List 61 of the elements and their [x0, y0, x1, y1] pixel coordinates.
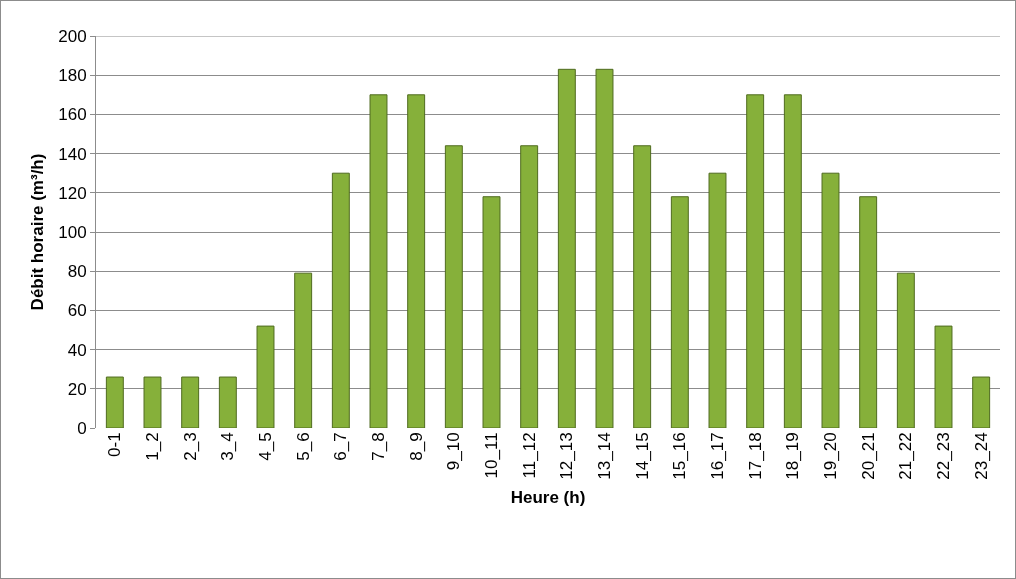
bar — [181, 376, 200, 428]
y-tick-label: 160 — [58, 105, 87, 125]
bar — [859, 196, 878, 428]
y-tick-label: 200 — [58, 26, 87, 46]
x-tick-label: 22_23 — [934, 432, 954, 480]
bar — [783, 94, 802, 428]
bar — [821, 172, 840, 428]
x-tick-label: 15_16 — [670, 432, 690, 480]
bar — [557, 68, 576, 428]
bar — [708, 172, 727, 428]
x-tick-label: 12_13 — [557, 432, 577, 480]
bar — [520, 145, 539, 428]
y-tick-label: 40 — [67, 340, 87, 360]
y-tick-label: 120 — [58, 183, 87, 203]
y-tick-label: 0 — [77, 418, 87, 438]
bar — [105, 376, 124, 428]
y-tick-label: 60 — [67, 301, 87, 321]
y-tick-label: 80 — [67, 262, 87, 282]
x-tick-label: 1_2 — [143, 432, 163, 461]
bar — [670, 196, 689, 428]
x-tick-label: 3_4 — [218, 432, 238, 461]
x-tick-label: 6_7 — [331, 432, 351, 461]
bar — [331, 172, 350, 428]
x-tick-label: 20_21 — [858, 432, 878, 480]
bar — [633, 145, 652, 428]
bar — [369, 94, 388, 428]
bar — [972, 376, 991, 428]
x-tick-label: 2_3 — [180, 432, 200, 461]
y-tick-label: 180 — [58, 66, 87, 86]
y-tick-label: 140 — [58, 144, 87, 164]
x-tick-label: 19_20 — [821, 432, 841, 480]
x-tick-label: 10_11 — [482, 432, 502, 479]
y-tick-label: 20 — [67, 379, 87, 399]
x-tick-label: 5_6 — [293, 432, 313, 461]
bar — [444, 145, 463, 428]
bar — [294, 272, 313, 428]
x-tick-label: 23_24 — [971, 432, 991, 480]
bar — [256, 325, 275, 428]
bar — [218, 376, 237, 428]
x-tick-label: 11_12 — [519, 432, 539, 479]
x-axis-title: Heure (h) — [510, 488, 586, 508]
bar — [896, 272, 915, 428]
x-tick-label: 4_5 — [256, 432, 276, 461]
x-tick-label: 14_15 — [632, 432, 652, 480]
x-tick-label: 21_22 — [896, 432, 916, 480]
x-tick-label: 18_19 — [783, 432, 803, 480]
x-tick-label: 13_14 — [595, 432, 615, 480]
x-tick-label: 9_10 — [444, 432, 464, 471]
bar — [595, 68, 614, 428]
x-tick-label: 16_17 — [708, 432, 728, 480]
y-axis-title: Débit horaire (m³/h) — [27, 153, 47, 311]
bar — [746, 94, 765, 428]
y-tick-label: 100 — [58, 222, 87, 242]
bar — [407, 94, 426, 428]
x-tick-label: 8_9 — [406, 432, 426, 461]
x-tick-label: 0-1 — [105, 432, 125, 457]
x-tick-label: 7_8 — [369, 432, 389, 461]
x-tick-label: 17_18 — [745, 432, 765, 480]
bar — [934, 325, 953, 428]
bar — [482, 196, 501, 428]
bar — [143, 376, 162, 428]
